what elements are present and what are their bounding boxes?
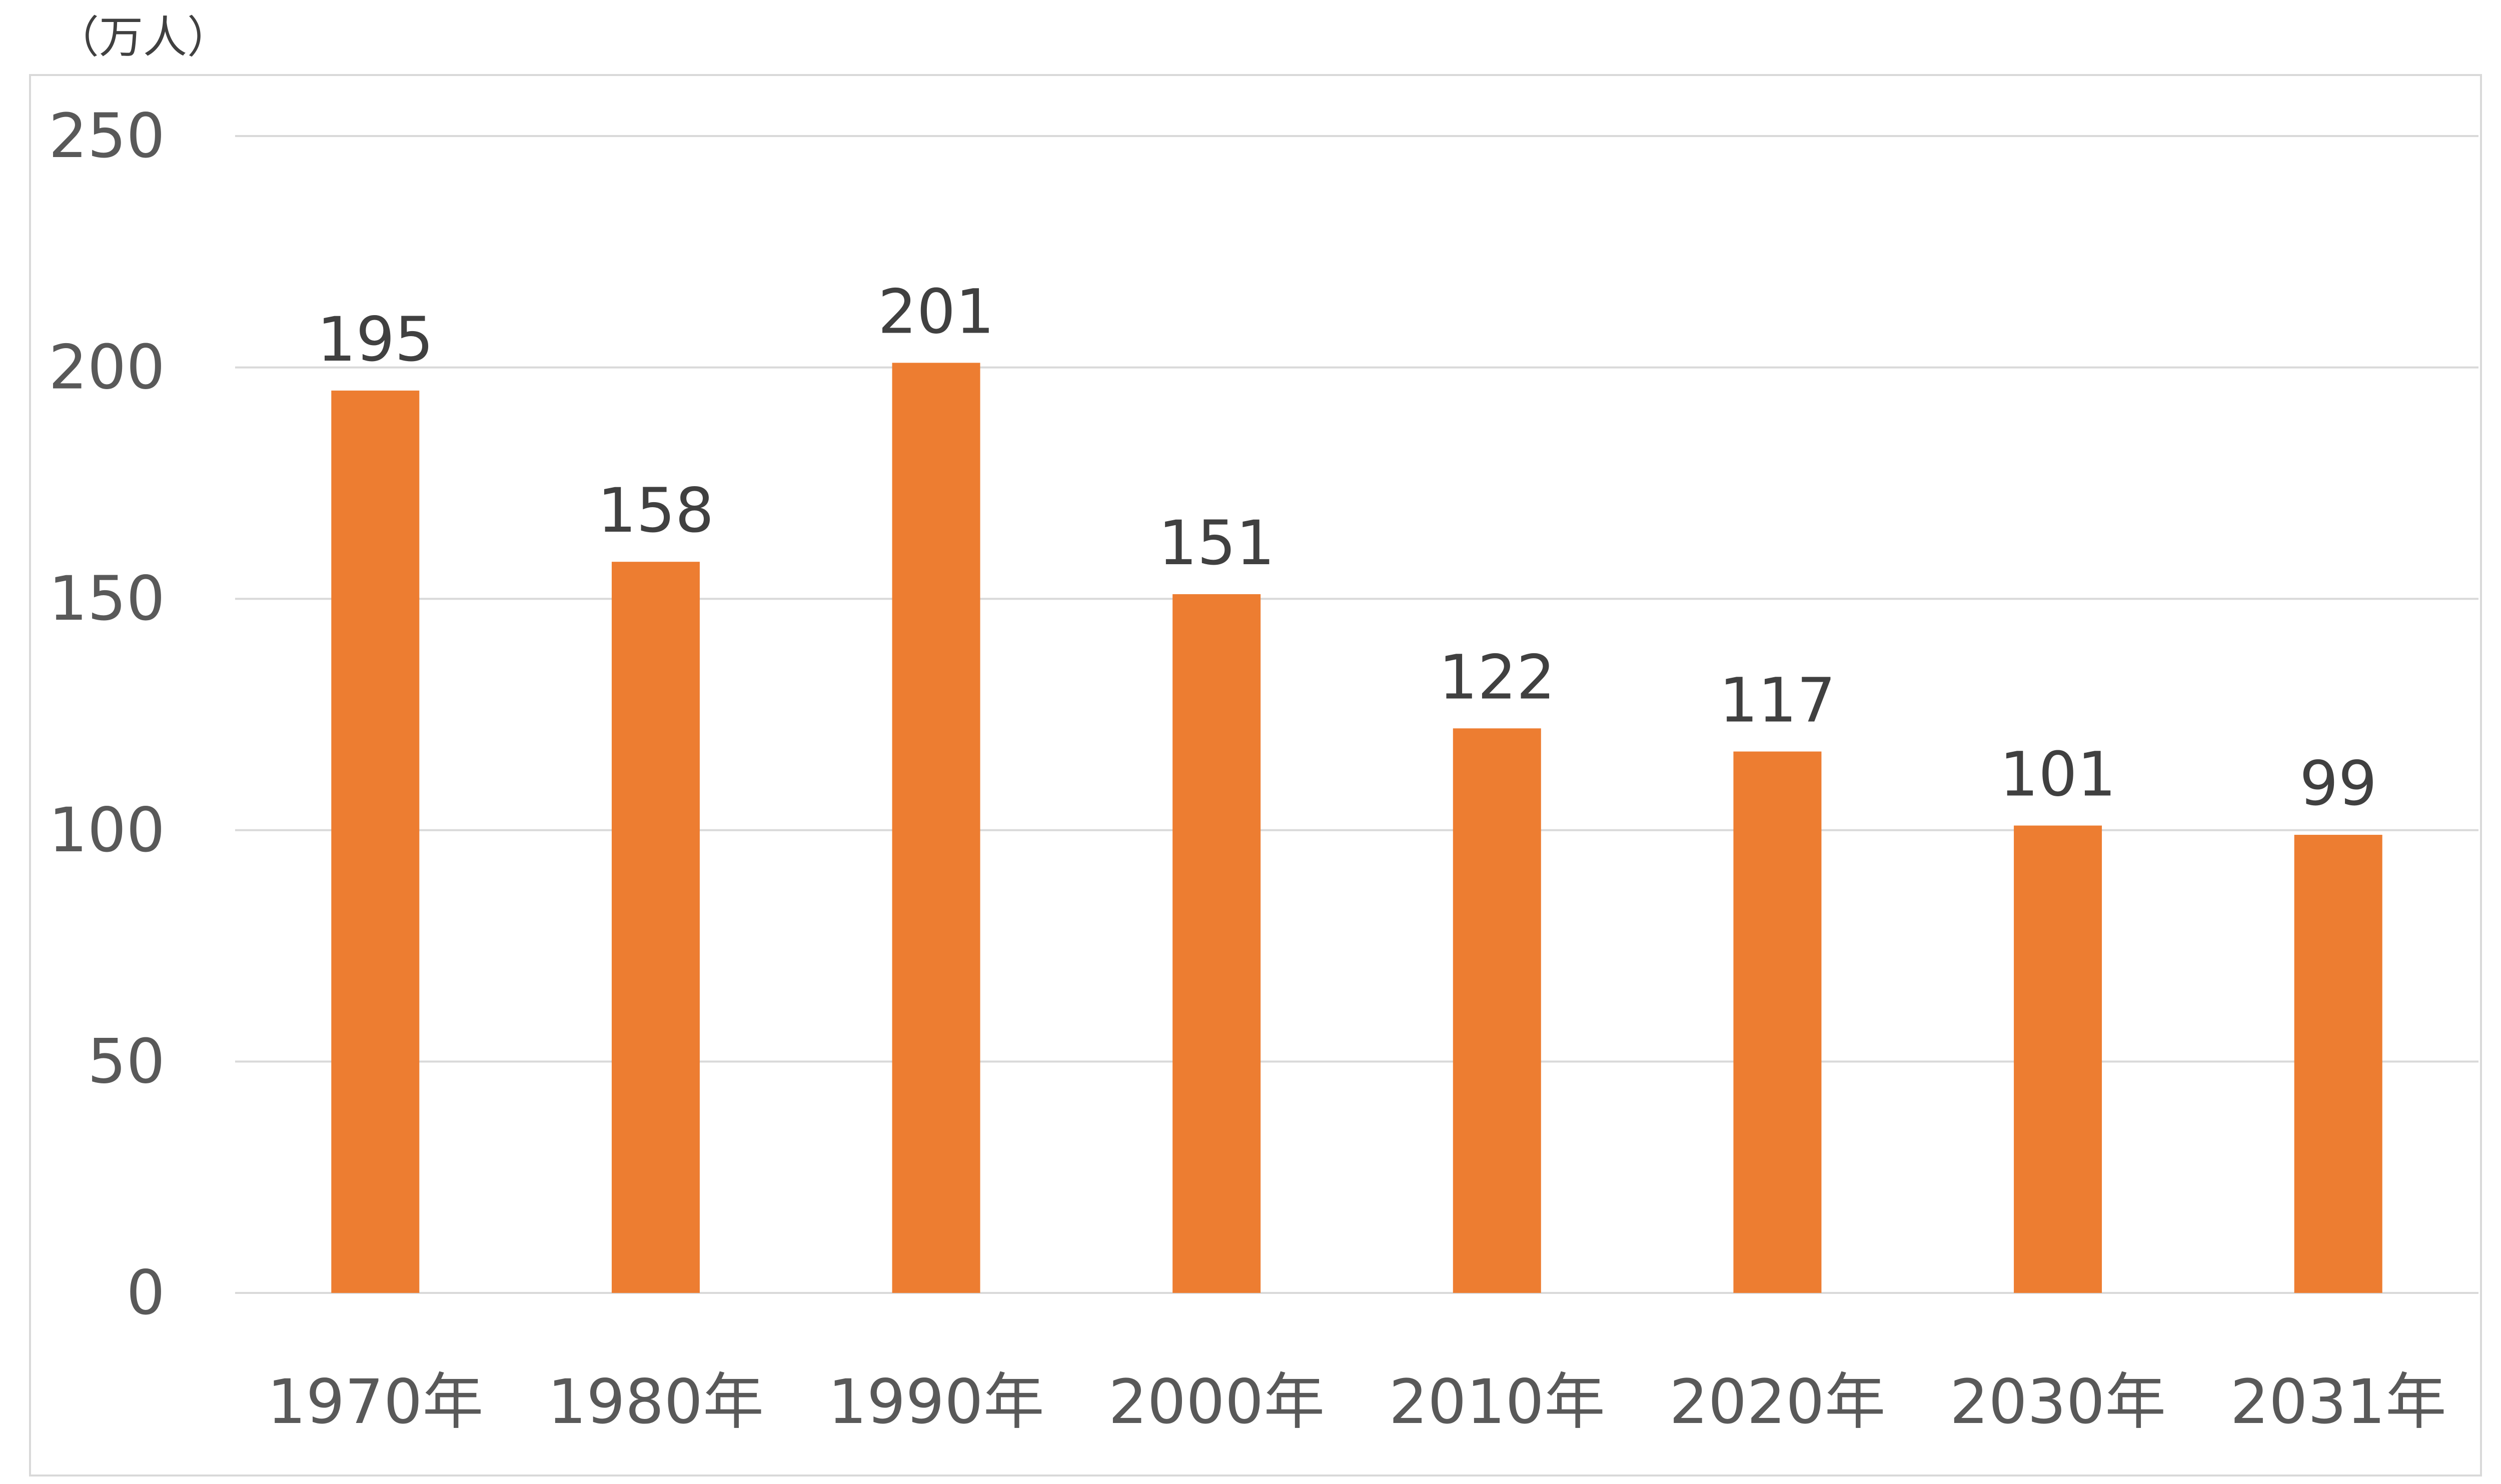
data-label-2: 201 [878, 276, 994, 347]
x-tick-label-1: 1980年 [548, 1366, 764, 1437]
x-tick-label-5: 2020年 [1669, 1366, 1885, 1437]
bar-0 [331, 390, 420, 1293]
bar-5 [1733, 751, 1822, 1293]
bar-3 [1172, 594, 1261, 1293]
y-axis-ticks: 0 50 100 150 200 250 [49, 101, 165, 1328]
x-tick-label-7: 2031年 [2230, 1366, 2446, 1437]
x-axis-ticks: 1970年 1980年 1990年 2000年 2010年 2020年 2030年 2031年 [267, 1366, 2446, 1437]
bar-2 [892, 363, 980, 1293]
data-label-3: 151 [1158, 508, 1275, 579]
x-tick-label-4: 2010年 [1389, 1366, 1605, 1437]
y-tick-label: 100 [49, 795, 165, 866]
data-label-1: 158 [598, 475, 714, 546]
bar-7 [2294, 835, 2382, 1293]
data-label-6: 101 [2000, 739, 2116, 810]
y-tick-label: 200 [49, 332, 165, 403]
data-labels: 195 158 201 151 122 117 101 99 [317, 276, 2377, 819]
data-label-4: 122 [1439, 642, 1555, 713]
x-tick-label-6: 2030年 [1950, 1366, 2166, 1437]
data-label-0: 195 [317, 304, 434, 375]
bars [331, 363, 2382, 1293]
data-label-7: 99 [2299, 748, 2377, 819]
unit-label: （万人） [55, 12, 231, 63]
x-tick-label-2: 1990年 [828, 1366, 1044, 1437]
gridlines [235, 135, 2478, 1294]
y-tick-label: 250 [49, 101, 165, 172]
y-tick-label: 50 [88, 1026, 165, 1097]
x-tick-label-3: 2000年 [1108, 1366, 1325, 1437]
y-tick-label: 150 [49, 563, 165, 634]
bar-4 [1453, 728, 1541, 1293]
bar-6 [2014, 825, 2102, 1293]
y-tick-label: 0 [126, 1257, 165, 1328]
data-label-5: 117 [1719, 665, 1836, 736]
x-tick-label-0: 1970年 [267, 1366, 483, 1437]
bar-1 [611, 562, 700, 1293]
